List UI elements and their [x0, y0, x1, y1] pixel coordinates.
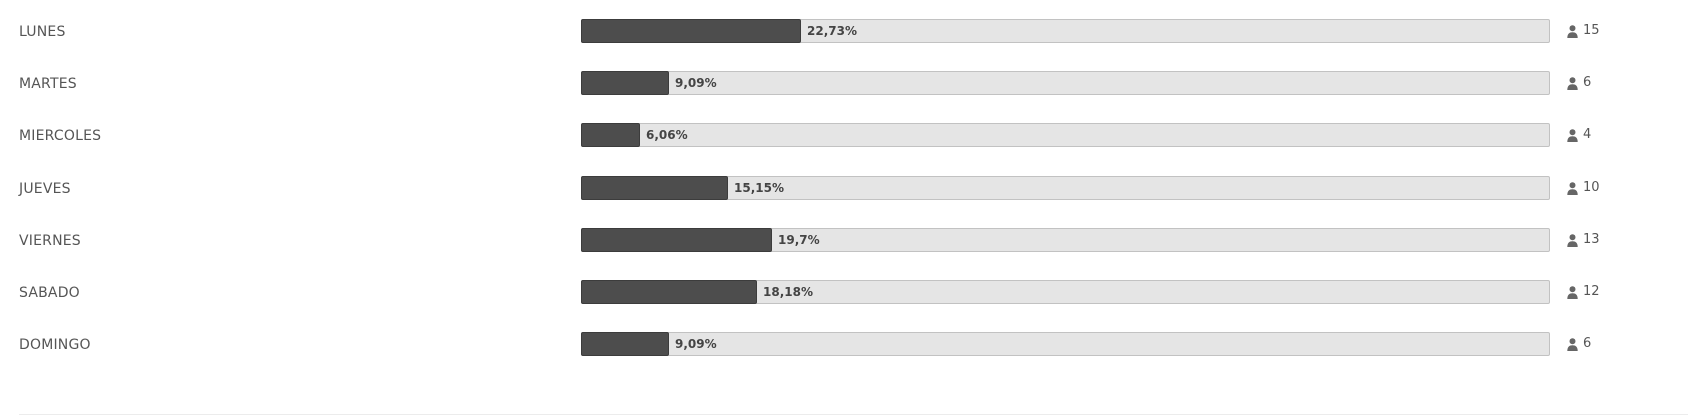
bar-percent-label: 19,7% — [778, 233, 820, 247]
vote-count: 6 — [1567, 74, 1591, 92]
poll-row-domingo: DOMINGO 9,09% 6 — [0, 332, 1688, 358]
bar-percent-label: 22,73% — [807, 24, 857, 38]
poll-row-jueves: JUEVES 15,15% 10 — [0, 176, 1688, 202]
option-label: VIERNES — [19, 233, 81, 249]
bar-fill — [581, 19, 801, 43]
user-icon — [1567, 76, 1578, 90]
vote-count: 13 — [1567, 231, 1600, 249]
vote-count-value: 10 — [1583, 180, 1600, 195]
poll-row-viernes: VIERNES 19,7% 13 — [0, 228, 1688, 254]
option-label: MARTES — [19, 76, 77, 92]
user-icon — [1567, 181, 1578, 195]
option-label: DOMINGO — [19, 337, 91, 353]
user-icon — [1567, 285, 1578, 299]
bar-fill — [581, 176, 728, 200]
vote-count-value: 12 — [1583, 284, 1600, 299]
bar-fill — [581, 228, 772, 252]
poll-row-sabado: SABADO 18,18% 12 — [0, 280, 1688, 306]
user-icon — [1567, 24, 1578, 38]
vote-count-value: 4 — [1583, 127, 1592, 142]
poll-row-miercoles: MIERCOLES 6,06% 4 — [0, 123, 1688, 149]
vote-count: 4 — [1567, 126, 1591, 144]
bar-track: 19,7% — [581, 228, 1550, 252]
vote-count: 15 — [1567, 22, 1600, 40]
user-icon — [1567, 128, 1578, 142]
bar-percent-label: 6,06% — [646, 128, 688, 142]
user-icon — [1567, 233, 1578, 247]
bar-percent-label: 9,09% — [675, 337, 717, 351]
bar-fill — [581, 71, 669, 95]
bar-fill — [581, 332, 669, 356]
vote-count: 6 — [1567, 335, 1591, 353]
vote-count: 10 — [1567, 179, 1600, 197]
bar-percent-label: 9,09% — [675, 76, 717, 90]
bar-track: 18,18% — [581, 280, 1550, 304]
option-label: LUNES — [19, 24, 66, 40]
bar-track: 6,06% — [581, 123, 1550, 147]
poll-row-lunes: LUNES 22,73% 15 — [0, 19, 1688, 45]
bottom-divider — [19, 414, 1688, 415]
poll-row-martes: MARTES 9,09% 6 — [0, 71, 1688, 97]
option-label: SABADO — [19, 285, 80, 301]
vote-count: 12 — [1567, 283, 1600, 301]
bar-track: 9,09% — [581, 332, 1550, 356]
bar-percent-label: 15,15% — [734, 181, 784, 195]
vote-count-value: 13 — [1583, 232, 1600, 247]
user-icon — [1567, 337, 1578, 351]
bar-fill — [581, 280, 757, 304]
bar-fill — [581, 123, 640, 147]
option-label: MIERCOLES — [19, 128, 102, 144]
option-label: JUEVES — [19, 181, 71, 197]
vote-count-value: 6 — [1583, 75, 1592, 90]
bar-track: 9,09% — [581, 71, 1550, 95]
bar-track: 22,73% — [581, 19, 1550, 43]
vote-count-value: 15 — [1583, 23, 1600, 38]
bar-percent-label: 18,18% — [763, 285, 813, 299]
bar-track: 15,15% — [581, 176, 1550, 200]
vote-count-value: 6 — [1583, 336, 1592, 351]
